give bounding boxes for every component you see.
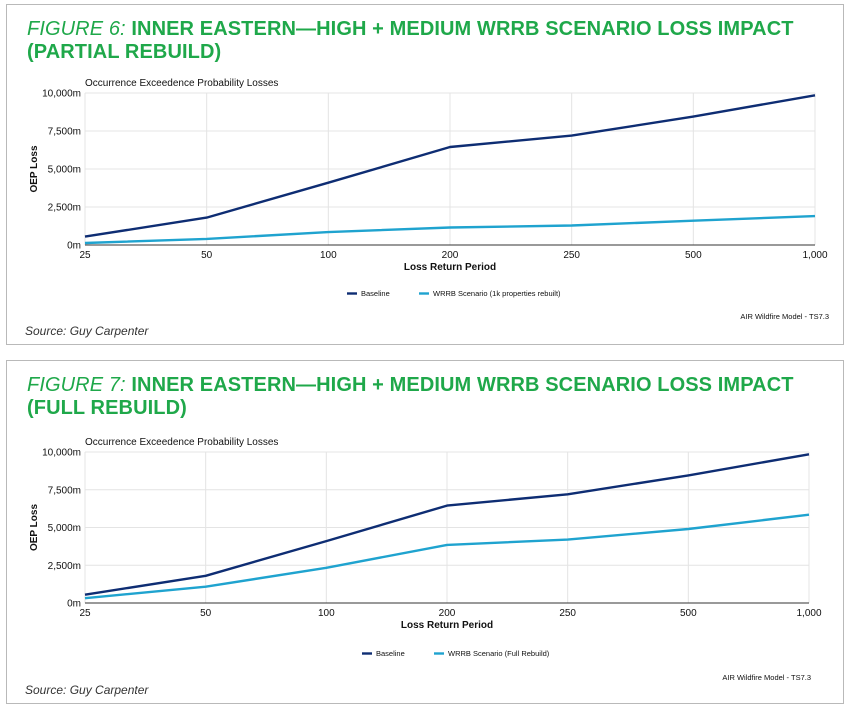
figure-6-y-tick-label: 5,000m: [48, 165, 81, 176]
figure-6-heading: INNER EASTERN—HIGH + MEDIUM WRRB SCENARI…: [27, 18, 794, 63]
figure-6-y-tick-label: 7,500m: [48, 127, 81, 138]
figure-7-chart-title: Occurrence Exceedence Probability Losses: [85, 437, 278, 448]
figure-6-label: FIGURE 6:: [27, 18, 126, 40]
figure-7-y-tick-label: 0m: [67, 599, 81, 610]
figure-6-x-tick-label: 50: [201, 250, 213, 261]
figure-6-model-note: AIR Wildfire Model - TS7.3: [740, 312, 829, 321]
figure-6-chart: Occurrence Exceedence Probability Losses…: [29, 78, 829, 321]
figure-6-x-tick-label: 25: [79, 250, 91, 261]
figure-7-x-axis-label: Loss Return Period: [401, 620, 493, 631]
figure-6-source: Source: Guy Carpenter: [25, 324, 149, 338]
figure-7-y-tick-label: 2,500m: [48, 561, 81, 572]
figure-7-title: FIGURE 7: INNER EASTERN—HIGH + MEDIUM WR…: [27, 374, 807, 420]
figure-6-y-tick-label: 10,000m: [42, 89, 81, 100]
figure-7-x-tick-label: 500: [680, 608, 697, 619]
figure-6-x-tick-label: 250: [563, 250, 580, 261]
figure-7-label: FIGURE 7:: [27, 374, 126, 396]
figure-7-legend-label-wrrb-scenario: WRRB Scenario (Full Rebuild): [448, 649, 550, 658]
figure-6-chart-title: Occurrence Exceedence Probability Losses: [85, 78, 278, 89]
figure-6-x-tick-label: 500: [685, 250, 702, 261]
figure-7-heading: INNER EASTERN—HIGH + MEDIUM WRRB SCENARI…: [27, 374, 794, 419]
figure-6-series-line-wrrb-scenario: [84, 214, 816, 245]
figure-6-y-axis-label: OEP Loss: [29, 145, 40, 192]
figure-7-legend-label-baseline: Baseline: [376, 649, 405, 658]
figure-7-x-tick-label: 1,000: [796, 608, 821, 619]
figure-7-y-tick-label: 7,500m: [48, 485, 81, 496]
figure-7-panel: FIGURE 7: INNER EASTERN—HIGH + MEDIUM WR…: [6, 360, 844, 704]
figure-7-series-line-baseline: [84, 453, 810, 596]
figure-6-title: FIGURE 6: INNER EASTERN—HIGH + MEDIUM WR…: [27, 18, 807, 64]
figure-7-y-tick-label: 5,000m: [48, 523, 81, 534]
figure-6-x-tick-label: 200: [442, 250, 459, 261]
figure-7-y-axis-label: OEP Loss: [29, 504, 40, 551]
figure-7-x-tick-label: 100: [318, 608, 335, 619]
figure-6-legend-label-baseline: Baseline: [361, 289, 390, 298]
figure-7-model-note: AIR Wildfire Model - TS7.3: [722, 673, 811, 682]
figure-7-chart: Occurrence Exceedence Probability Losses…: [29, 437, 822, 682]
figure-6-y-tick-label: 2,500m: [48, 203, 81, 214]
figure-7-y-tick-label: 10,000m: [42, 448, 81, 459]
figure-6-x-tick-label: 1,000: [802, 250, 827, 261]
figure-6-x-axis-label: Loss Return Period: [404, 262, 496, 273]
figure-6-y-tick-label: 0m: [67, 241, 81, 252]
figure-7-x-tick-label: 250: [559, 608, 576, 619]
figure-6-panel: FIGURE 6: INNER EASTERN—HIGH + MEDIUM WR…: [6, 4, 844, 345]
figure-7-source: Source: Guy Carpenter: [25, 683, 149, 697]
figure-7-x-tick-label: 200: [439, 608, 456, 619]
figure-7-series-line-wrrb-scenario: [84, 513, 810, 600]
figure-7-x-tick-label: 25: [79, 608, 91, 619]
figure-6-x-tick-label: 100: [320, 250, 337, 261]
figure-7-x-tick-label: 50: [200, 608, 212, 619]
figure-6-legend-label-wrrb-scenario: WRRB Scenario (1k properties rebuilt): [433, 289, 561, 298]
figure-6-series-line-baseline: [84, 94, 816, 238]
